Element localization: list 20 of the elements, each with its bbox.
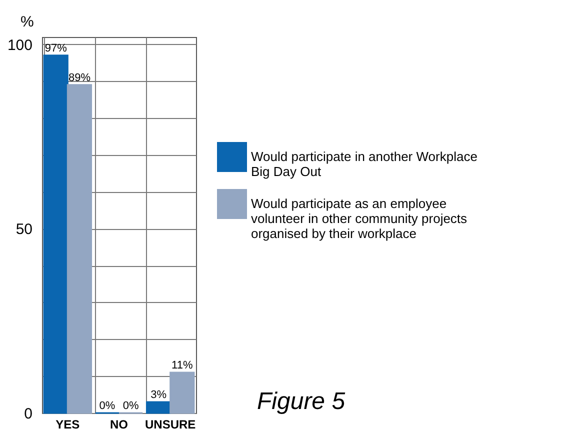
data-label: 89% <box>68 72 91 84</box>
x-tick-label: NO <box>110 418 128 432</box>
caption: Figure 5 <box>257 388 346 415</box>
data-label: 0% <box>122 400 139 412</box>
data-label: 3% <box>150 388 167 401</box>
y-axis-title: % <box>20 14 34 30</box>
bar <box>170 372 195 414</box>
data-label: 11% <box>172 359 193 372</box>
x-tick-label: UNSURE <box>144 418 196 432</box>
x-tick-label: YES <box>56 418 80 432</box>
bar <box>146 401 172 414</box>
data-label: 0% <box>99 400 116 412</box>
legend-label: Would participate as an employee volunteer in other community projects organised by their workplace <box>251 196 468 241</box>
bar <box>66 84 92 414</box>
data-label: 97% <box>44 42 68 54</box>
y-tick-label: 100 <box>7 36 32 54</box>
y-tick-label: 50 <box>16 221 32 238</box>
y-tick-label: 0 <box>24 406 32 422</box>
legend-label: Would participate in another Workplace Big Day Out <box>251 149 478 179</box>
bar <box>43 54 68 414</box>
